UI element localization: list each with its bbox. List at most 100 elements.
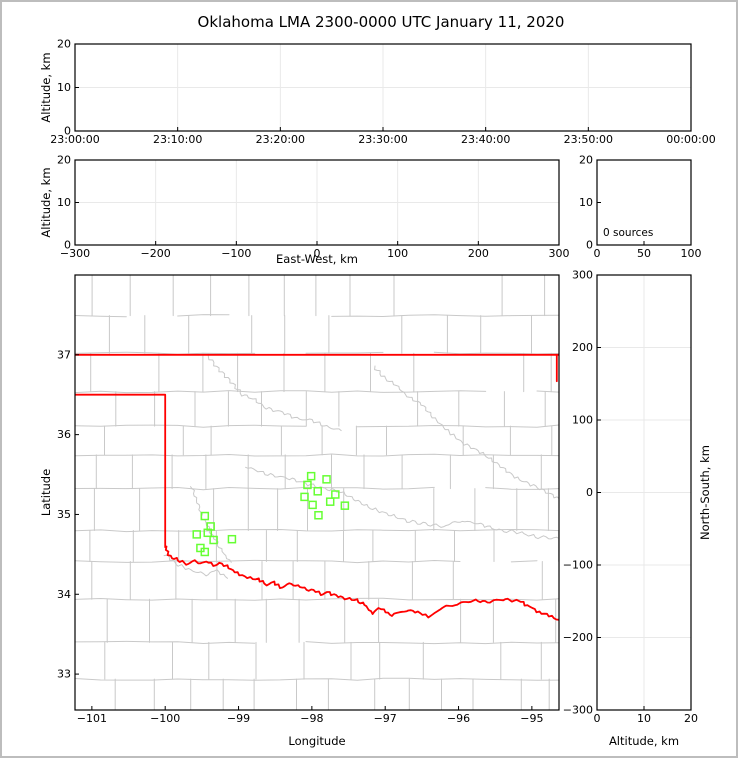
x-tick-label: 100 [387, 247, 408, 260]
lma-station-marker [192, 530, 201, 539]
x-tick-label: −95 [520, 712, 543, 725]
y-tick-label: 0 [64, 125, 71, 138]
y-tick-label: 10 [579, 196, 593, 209]
x-axis-label: East-West, km [276, 252, 358, 266]
lma-station-marker [308, 500, 317, 510]
y-tick-label: 34 [57, 588, 71, 601]
figure-title: Oklahoma LMA 2300-0000 UTC January 11, 2… [197, 13, 565, 31]
lma-station-marker [303, 480, 312, 490]
time-height-panel: 23:00:00 23:10:00 23:20:00 23:30:00 23:40:00… [39, 38, 716, 147]
lma-station-marker [313, 487, 322, 496]
y-tick-label: 300 [572, 269, 593, 282]
county-line [75, 486, 435, 491]
x-axis-label: Altitude, km [609, 734, 679, 748]
lma-station-marker [203, 528, 212, 538]
y-axis-label: Latitude [39, 469, 53, 516]
county-line [305, 641, 559, 645]
x-tick-label: 23:50:00 [564, 133, 613, 146]
county-line [75, 640, 256, 644]
y-axis-label: Altitude, km [39, 167, 53, 237]
y-tick-label: −100 [563, 559, 593, 572]
y-axis-label: North-South, km [698, 445, 712, 540]
y-tick-label: 20 [579, 154, 593, 167]
x-tick-label: 23:00:00 [50, 133, 99, 146]
x-tick-label: 300 [549, 247, 570, 260]
x-axis-label: Longitude [288, 734, 345, 748]
y-tick-label: 20 [57, 38, 71, 51]
map-layers [75, 275, 559, 710]
county-line [356, 424, 559, 428]
county-line [331, 314, 559, 317]
plan-view-panel: −101 −100 −99 −98 −97 −96 −95 33 34 35 36 37 Longitu… [39, 274, 560, 748]
x-tick-label: 23:20:00 [256, 133, 305, 146]
x-tick-label: −101 [77, 712, 107, 725]
lma-station-marker [325, 497, 335, 506]
x-tick-label: 00:00:00 [666, 133, 715, 146]
x-tick-label: −96 [447, 712, 470, 725]
sources-count-label: 0 sources [603, 227, 653, 239]
county-line [75, 453, 559, 457]
county-line [75, 390, 487, 394]
state-border-red-river [164, 545, 559, 621]
state-border-panhandle [75, 393, 167, 549]
x-tick-label: 23:30:00 [358, 133, 407, 146]
x-tick-label: −98 [300, 712, 323, 725]
lma-station-marker [300, 492, 309, 502]
county-line [75, 351, 256, 355]
lma-station-marker [331, 490, 340, 499]
x-tick-label: 200 [468, 247, 489, 260]
x-tick-label: −100 [221, 247, 251, 260]
x-tick-label: 50 [637, 247, 651, 260]
y-tick-label: 0 [586, 486, 593, 499]
ns-altitude-panel: 0 10 20 300 200 100 0 −100 −200 −300 Altitude, km N… [563, 269, 712, 748]
river-line [207, 353, 342, 432]
county-line [177, 314, 230, 317]
y-tick-label: −300 [563, 704, 593, 717]
river-line [374, 365, 559, 499]
x-tick-label: 23:10:00 [153, 133, 202, 146]
y-tick-label: 36 [57, 428, 71, 441]
y-tick-label: 100 [572, 414, 593, 427]
county-line [75, 559, 461, 564]
county-line [305, 351, 384, 354]
y-tick-label: 20 [57, 154, 71, 167]
x-tick-label: −97 [374, 712, 397, 725]
lma-station-marker [209, 535, 218, 545]
x-tick-label: 0 [594, 712, 601, 725]
y-tick-label: −200 [563, 631, 593, 644]
lma-station-marker [227, 534, 237, 544]
ew-height-panel: −300 −200 −100 0 100 200 300 0 10 20 East-West, km… [39, 154, 570, 266]
x-tick-label: 0 [594, 247, 601, 260]
river-line [245, 466, 559, 540]
y-tick-label: 33 [57, 668, 71, 681]
county-line [75, 315, 127, 318]
x-tick-label: −99 [227, 712, 250, 725]
x-tick-label: −100 [150, 712, 180, 725]
county-line [75, 529, 559, 533]
county-line [75, 677, 559, 681]
y-axis-label: Altitude, km [39, 52, 53, 122]
alt-histogram-panel: 0 50 100 0 10 20 0 sources [579, 154, 702, 261]
x-tick-label: −300 [60, 247, 90, 260]
lma-station-marker [200, 547, 210, 557]
county-line [433, 351, 559, 355]
county-line [536, 390, 559, 393]
y-tick-label: 10 [57, 196, 71, 209]
lma-station-marker [322, 475, 331, 484]
x-tick-label: −200 [141, 247, 171, 260]
x-tick-label: 0 [314, 247, 321, 260]
county-line [75, 597, 559, 601]
lma-station-marker [340, 501, 350, 510]
y-tick-label: 37 [57, 348, 71, 361]
county-line [75, 424, 307, 428]
x-tick-label: 10 [637, 712, 651, 725]
x-tick-label: 23:40:00 [461, 133, 510, 146]
county-line [510, 560, 538, 563]
y-tick-label: 10 [57, 81, 71, 94]
lma-station-marker [314, 510, 323, 520]
y-tick-label: 0 [64, 239, 71, 252]
lma-station-marker [306, 471, 316, 481]
river-line [163, 554, 228, 579]
